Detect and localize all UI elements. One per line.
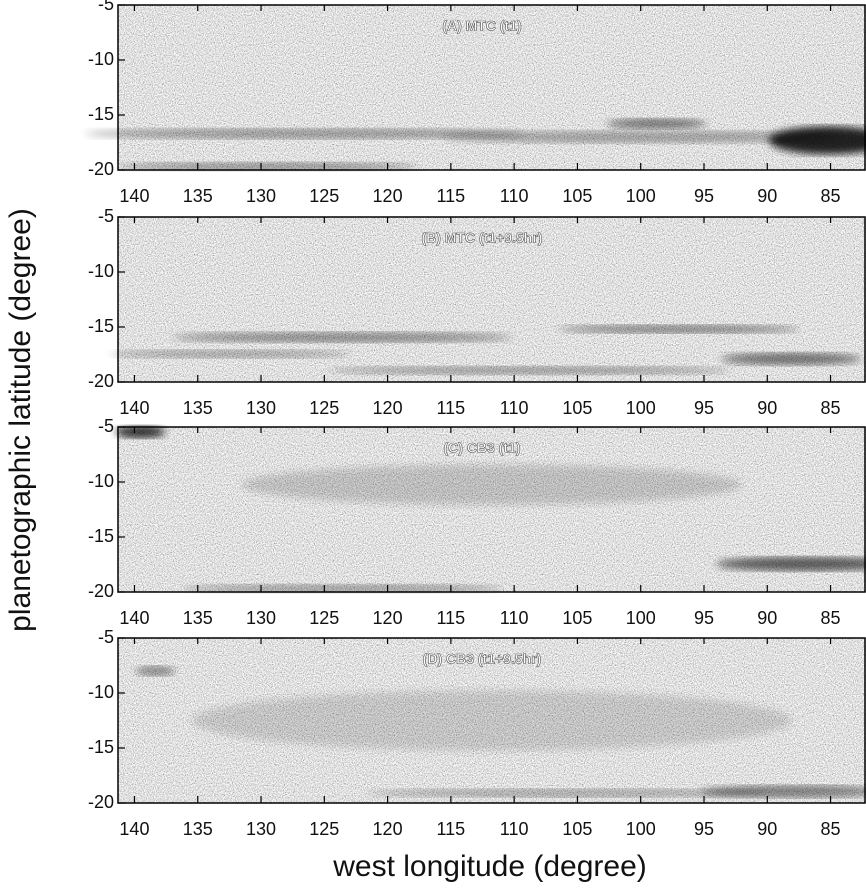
x-tick-label: 105	[562, 186, 592, 206]
image-feature	[716, 556, 866, 571]
x-tick-label: 85	[821, 819, 841, 839]
panel-title: (D) CB3 (t1+9.5hr)	[423, 651, 542, 667]
image-feature	[606, 118, 707, 129]
panel-image	[118, 5, 866, 170]
image-feature	[182, 584, 503, 593]
x-tick-label: 100	[626, 398, 656, 418]
x-tick-label: 90	[757, 608, 777, 628]
x-tick-label: 95	[694, 608, 714, 628]
x-tick-label: 140	[119, 186, 149, 206]
x-tick-label: 110	[500, 819, 529, 839]
image-feature	[441, 131, 842, 143]
x-tick-label: 115	[437, 398, 466, 418]
image-feature	[721, 352, 862, 365]
image-feature	[110, 349, 351, 358]
y-tick-label: -15	[88, 737, 114, 757]
x-tick-label: 140	[119, 608, 149, 628]
image-feature	[135, 666, 176, 676]
x-tick-label: 120	[373, 186, 403, 206]
y-tick-label: -20	[88, 159, 114, 179]
image-feature	[329, 366, 730, 375]
image-feature	[85, 128, 525, 139]
x-tick-label: 135	[183, 398, 213, 418]
x-tick-label: 125	[309, 398, 339, 418]
panel-frame	[117, 637, 866, 804]
x-tick-label: 135	[183, 608, 213, 628]
x-tick-label: 115	[437, 608, 466, 628]
y-tick-label: -5	[98, 416, 114, 436]
x-tick-label: 95	[694, 186, 714, 206]
x-tick-label: 95	[694, 398, 714, 418]
y-tick-label: -20	[88, 371, 114, 391]
x-tick-label: 125	[309, 819, 339, 839]
y-tick-label: -15	[88, 526, 114, 546]
y-tick-label: -5	[98, 206, 114, 226]
x-tick-label: 115	[437, 186, 466, 206]
y-tick-label: -20	[88, 581, 114, 601]
y-tick-label: -15	[88, 316, 114, 336]
x-tick-label: 100	[626, 186, 656, 206]
y-tick-label: -10	[88, 471, 114, 491]
x-tick-label: 120	[373, 608, 403, 628]
x-tick-label: 90	[757, 186, 777, 206]
y-tick-label: -5	[98, 0, 114, 14]
y-tick-label: -15	[88, 104, 114, 124]
x-tick-label: 100	[626, 819, 656, 839]
x-tick-label: 135	[183, 819, 213, 839]
x-tick-label: 110	[500, 608, 529, 628]
x-tick-label: 125	[309, 186, 339, 206]
image-feature	[768, 126, 866, 155]
x-tick-label: 105	[562, 608, 592, 628]
x-tick-label: 130	[246, 819, 276, 839]
y-axis-label: planetographic latitude (degree)	[4, 208, 37, 632]
x-tick-label: 110	[500, 186, 529, 206]
x-tick-label: 85	[821, 398, 841, 418]
x-tick-label: 95	[694, 819, 714, 839]
y-tick-label: -20	[88, 792, 114, 812]
image-feature	[242, 464, 742, 505]
y-tick-label: -10	[88, 49, 114, 69]
x-tick-label: 120	[373, 819, 403, 839]
image-feature	[115, 425, 166, 438]
panel-title: (B) MTC (t1+9.5hr)	[422, 230, 543, 246]
image-feature	[559, 325, 799, 334]
x-tick-label: 140	[119, 819, 149, 839]
x-tick-label: 120	[373, 398, 403, 418]
y-tick-label: -10	[88, 261, 114, 281]
panel-title: (A) MTC (t1)	[442, 18, 521, 34]
panel-title: (C) CB3 (t1)	[444, 440, 521, 456]
image-feature	[192, 690, 792, 751]
x-axis-label: west longitude (degree)	[332, 850, 647, 883]
image-feature	[172, 332, 513, 343]
image-feature	[366, 789, 767, 798]
x-tick-label: 100	[626, 608, 656, 628]
image-feature	[117, 162, 418, 171]
x-tick-label: 135	[183, 186, 213, 206]
x-tick-label: 105	[562, 819, 592, 839]
panel-frame	[117, 4, 866, 171]
x-tick-label: 85	[821, 186, 841, 206]
x-tick-label: 105	[562, 398, 592, 418]
panel-frame	[117, 216, 866, 383]
x-tick-label: 125	[309, 608, 339, 628]
x-tick-label: 90	[757, 819, 777, 839]
x-tick-label: 140	[119, 398, 149, 418]
y-tick-label: -5	[98, 627, 114, 647]
panel-frame	[117, 426, 866, 593]
x-tick-label: 115	[437, 819, 466, 839]
x-tick-label: 85	[821, 608, 841, 628]
x-tick-label: 110	[500, 398, 529, 418]
x-tick-label: 130	[246, 608, 276, 628]
y-tick-label: -10	[88, 682, 114, 702]
x-tick-label: 130	[246, 186, 276, 206]
x-tick-label: 90	[757, 398, 777, 418]
x-tick-label: 130	[246, 398, 276, 418]
